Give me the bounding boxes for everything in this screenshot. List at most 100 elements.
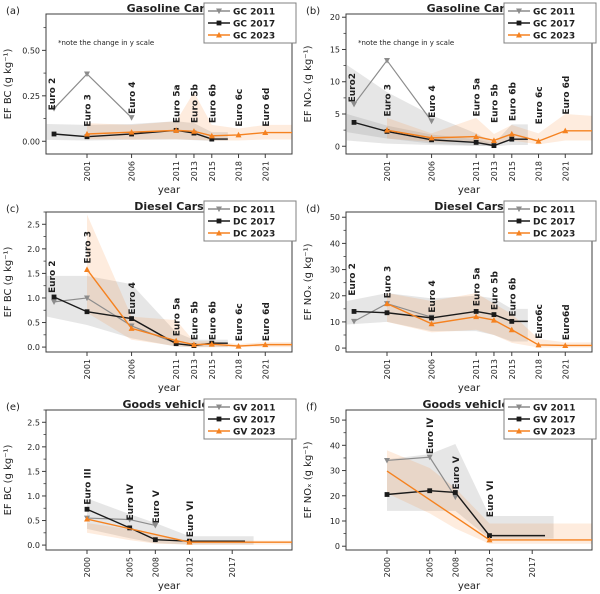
y-tick-label: 10 bbox=[330, 78, 340, 87]
data-point bbox=[509, 136, 515, 142]
data-point bbox=[84, 71, 90, 78]
data-point bbox=[84, 295, 90, 302]
euro-label: Euro 6b bbox=[208, 301, 218, 341]
data-point bbox=[235, 131, 242, 138]
y-axis-title: EF NOₓ (g kg⁻¹) bbox=[303, 441, 314, 518]
panel-letter: (d) bbox=[306, 204, 320, 215]
band-1 bbox=[87, 522, 292, 545]
band-1 bbox=[346, 114, 528, 147]
data-point bbox=[428, 134, 435, 141]
band-0 bbox=[387, 444, 554, 539]
euro-label: Euro IV bbox=[126, 484, 136, 521]
x-tick-label: 2015 bbox=[208, 359, 217, 379]
data-point bbox=[129, 316, 134, 321]
legend-item: GV 2011 bbox=[508, 404, 576, 414]
y-tick-label: 5 bbox=[335, 110, 340, 119]
y-tick-label: 2.5 bbox=[27, 220, 40, 229]
x-tick-label: 2011 bbox=[172, 161, 181, 181]
euro-label: Euro 6b bbox=[508, 82, 518, 122]
x-tick-label: 2015 bbox=[508, 359, 517, 379]
y-axis-title: EF BC (g kg⁻¹) bbox=[3, 48, 14, 119]
y-tick-label: 2.0 bbox=[27, 443, 40, 452]
euro-label: Euro 6d bbox=[562, 76, 572, 115]
euro-annotations: Euro 2 Euro 3 Euro 4 Euro 5a Euro 5b Euro 6b E… bbox=[48, 78, 272, 127]
x-tick-label: 2006 bbox=[428, 359, 437, 379]
series-GC-2023 bbox=[84, 127, 292, 139]
data-point bbox=[84, 266, 90, 272]
data-point bbox=[128, 325, 135, 331]
euro-label: Euro 4 bbox=[428, 85, 438, 118]
data-point bbox=[562, 342, 569, 348]
legend-label: DC 2011 bbox=[233, 206, 275, 216]
legend-marker bbox=[216, 404, 222, 411]
euro-label: Euro 5b bbox=[190, 301, 200, 341]
data-point bbox=[491, 312, 497, 317]
data-point bbox=[128, 129, 135, 135]
x-tick-label: 2006 bbox=[128, 161, 137, 181]
x-tick-label: 2001 bbox=[383, 359, 392, 379]
y-tick-label: 0.5 bbox=[27, 319, 40, 328]
data-point bbox=[384, 300, 390, 307]
x-tick-label: 2011 bbox=[472, 161, 481, 181]
y-axis: 0.00 0.25 0.50 bbox=[22, 27, 46, 146]
x-axis-title: year bbox=[458, 581, 481, 592]
x-axis: 2001 2006 2011 2013 2015 2018 2021 bbox=[83, 154, 270, 181]
chart-title: Gasoline Cars bbox=[127, 2, 212, 15]
data-point bbox=[235, 343, 242, 349]
uncertainty-bands bbox=[346, 64, 592, 147]
x-tick-label: 2021 bbox=[561, 359, 570, 379]
data-point bbox=[473, 139, 479, 145]
x-tick-label: 2018 bbox=[535, 359, 544, 379]
legend-label: DC 2023 bbox=[233, 230, 275, 240]
euro-label: Euro V bbox=[452, 456, 462, 489]
panel-f-chart: 0 10 20 30 40 50 2000 2005 2008 2012 2017 year EF NO… bbox=[300, 396, 600, 594]
x-tick-label: 2017 bbox=[228, 557, 237, 577]
data-point bbox=[428, 118, 435, 125]
legend-item: DC 2011 bbox=[508, 206, 575, 216]
y-axis: 0 5 10 15 20 bbox=[330, 13, 346, 151]
legend-item: DC 2011 bbox=[208, 206, 275, 216]
x-tick-label: 2021 bbox=[261, 161, 270, 181]
y-tick-label: 0 bbox=[335, 542, 340, 551]
data-point bbox=[51, 106, 58, 112]
data-point bbox=[429, 315, 434, 321]
legend-marker bbox=[216, 218, 222, 224]
legend-item: DC 2023 bbox=[508, 230, 575, 240]
euro-label: Euro 6c bbox=[235, 89, 245, 127]
data-point bbox=[473, 313, 480, 320]
legend-label: GV 2011 bbox=[233, 404, 276, 414]
euro-label: Euro 3 bbox=[84, 231, 94, 264]
euro-label: Euro 4 bbox=[128, 81, 138, 114]
data-point bbox=[351, 309, 357, 314]
data-point bbox=[173, 127, 180, 133]
legend-item: DC 2017 bbox=[508, 218, 575, 228]
y-axis-title: EF BC (g kg⁻¹) bbox=[3, 444, 14, 515]
y-tick-label: 1.0 bbox=[27, 492, 40, 501]
x-tick-label: 2000 bbox=[383, 557, 392, 577]
x-axis-title: year bbox=[458, 185, 481, 196]
series-line bbox=[86, 129, 292, 137]
y-tick-label: 20 bbox=[330, 492, 340, 501]
x-tick-label: 2001 bbox=[83, 161, 92, 181]
series-GV-2011 bbox=[84, 515, 159, 529]
plot-frame bbox=[345, 409, 593, 551]
panel-e: 0.0 0.5 1.0 1.5 2.0 2.5 2000 2005 2008 2012 2017 ye… bbox=[0, 396, 300, 594]
y-tick-label: 0.5 bbox=[27, 517, 40, 526]
euro-label: Euro 6d bbox=[262, 88, 272, 127]
chart-title: Goods vehicles bbox=[123, 398, 216, 411]
x-tick-label: 2015 bbox=[208, 161, 217, 181]
series-GC-2011 bbox=[51, 71, 135, 121]
panel-letter: (a) bbox=[6, 6, 20, 17]
euro-annotations: Euro III Euro IV Euro V Euro VI bbox=[84, 468, 197, 537]
data-point bbox=[262, 129, 269, 136]
y-tick-label: 0.00 bbox=[22, 137, 40, 146]
x-tick-label: 2011 bbox=[172, 359, 181, 379]
x-tick-label: 2008 bbox=[151, 557, 160, 577]
data-point bbox=[508, 326, 515, 333]
euro-label: Euro6d bbox=[562, 304, 572, 340]
y-tick-label: 40 bbox=[330, 239, 340, 248]
legend-item: GV 2017 bbox=[508, 416, 576, 426]
euro-label: Euro 5a bbox=[473, 78, 483, 117]
data-point bbox=[173, 337, 180, 344]
data-point bbox=[452, 490, 458, 495]
